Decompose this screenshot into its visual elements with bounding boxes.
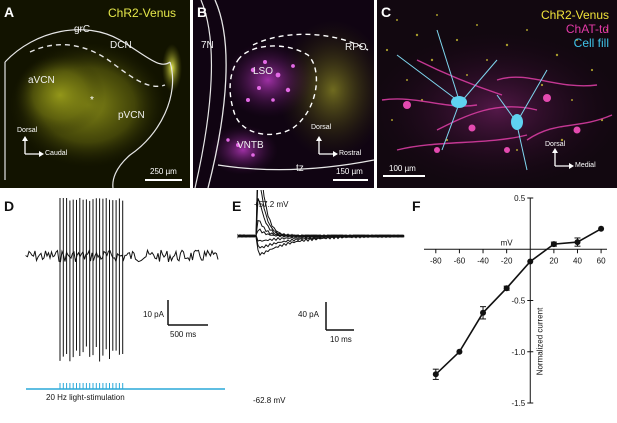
panel-c-medial-label: Medial [575, 162, 596, 169]
y-tick-label: -1.5 [511, 399, 525, 408]
region-tz: tz [296, 163, 304, 174]
panel-d-scale-ms: 500 ms [170, 330, 197, 339]
region-dcn: DCN [110, 40, 132, 51]
panel-c-dorsal-label: Dorsal [545, 141, 566, 148]
region-grc: grC [74, 24, 91, 35]
data-point [456, 348, 463, 355]
panel-c-scalebar-label: 100 µm [389, 164, 416, 173]
legend-chr2-venus: ChR2-Venus [540, 8, 609, 22]
y-tick-label: -0.5 [511, 297, 525, 306]
panel-a-caudal-label: Caudal [45, 150, 68, 157]
current-trace [237, 234, 405, 257]
data-point [480, 309, 487, 316]
y-tick-label: 0.5 [514, 194, 526, 203]
panel-b-micrograph: B 7N LSO RPO VNTB tz Dorsal Rostral 150 … [193, 0, 374, 188]
region-vntb: VNTB [237, 140, 264, 151]
panel-e-top-voltage: +57.2 mV [254, 200, 289, 209]
data-point [432, 371, 439, 378]
panel-e-scale-ms: 10 ms [330, 335, 352, 344]
legend-cell-fill: Cell fill [573, 36, 609, 50]
panel-a-scalebar-label: 250 µm [150, 167, 177, 176]
panel-a-label: A [4, 4, 15, 20]
spike-train [59, 198, 124, 362]
region-lso: LSO [253, 66, 274, 77]
x-tick-label: 20 [549, 256, 558, 265]
x-tick-label: -60 [454, 256, 466, 265]
panel-b-label: B [197, 4, 208, 20]
x-tick-label: 60 [597, 256, 606, 265]
x-tick-label: -80 [430, 256, 442, 265]
panel-a-micrograph: A ChR2-Venus grC DCN aVCN * pVCN Dorsal … [0, 0, 190, 188]
data-point [574, 239, 581, 246]
data-point [550, 241, 557, 248]
legend-chat-td: ChAT-td [565, 22, 609, 36]
panel-d-scale-pa: 10 pA [143, 310, 164, 319]
y-axis-label: Normalized current [535, 307, 544, 375]
current-trace [237, 220, 405, 238]
panel-f-label: F [412, 198, 421, 214]
x-tick-label: 40 [573, 256, 582, 265]
data-point [503, 285, 510, 292]
panel-b-dorsal-label: Dorsal [311, 124, 332, 131]
region-7n: 7N [201, 40, 214, 51]
panel-f: F -80 -60 -40 -20 20 40 60 0.5 -0.5 -1.0 -1.5 mV Nor… [410, 190, 617, 423]
panel-e-traces [237, 190, 405, 331]
panel-b-image [194, 0, 374, 188]
x-tick-label: -40 [477, 256, 489, 265]
panel-e-label: E [232, 198, 242, 214]
panel-a-channel-label: ChR2-Venus [108, 6, 177, 20]
data-point [527, 258, 534, 265]
panel-c-label: C [381, 4, 392, 20]
current-trace [237, 233, 405, 242]
panel-c-micrograph: C ChR2-Venus ChAT-td Cell fill 100 µm Do… [377, 0, 617, 188]
panel-b-scalebar-label: 150 µm [336, 167, 363, 176]
panel-a-dorsal-label: Dorsal [17, 127, 38, 134]
region-avcn: aVCN [28, 75, 55, 86]
iv-curve [435, 228, 602, 375]
data-point [598, 225, 605, 232]
panel-d-trace [25, 198, 225, 390]
panel-c-legend: ChR2-Venus ChAT-td Cell fill [541, 8, 609, 50]
stim-pulses [59, 383, 124, 389]
region-rpo: RPO [345, 42, 367, 53]
panel-c-image [377, 14, 617, 188]
panel-d: D 10 pA 500 ms 20 Hz light-stimulation [0, 190, 230, 423]
stim-label: 20 Hz light-stimulation [46, 393, 125, 402]
x-tick-label: -20 [501, 256, 513, 265]
marker-asterisk: * [90, 95, 94, 106]
region-pvcn: pVCN [118, 110, 145, 121]
panel-e-bottom-voltage: -62.8 mV [253, 396, 286, 405]
panel-e: E +57.2 mV 40 pA 10 ms -62.8 mV [230, 190, 410, 423]
y-tick-label: -1.0 [511, 348, 525, 357]
iv-chart: -80 -60 -40 -20 20 40 60 0.5 -0.5 -1.0 -1.5 mV Norma… [424, 194, 607, 408]
panel-a-image [4, 29, 182, 188]
x-axis-label: mV [501, 238, 514, 247]
panel-e-scale-pa: 40 pA [298, 310, 319, 319]
panel-b-rostral-label: Rostral [339, 150, 362, 157]
panel-d-label: D [4, 198, 15, 214]
